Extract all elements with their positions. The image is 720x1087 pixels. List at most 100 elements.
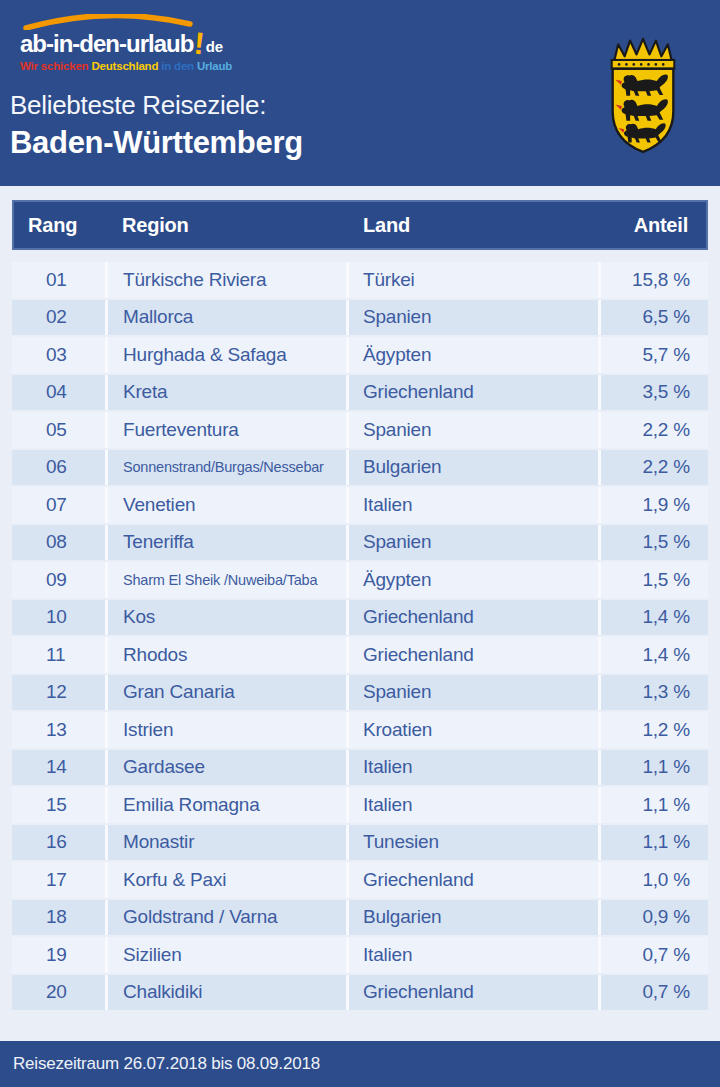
cell-rang: 02 xyxy=(12,300,105,336)
cell-region: Gardasee xyxy=(105,750,346,786)
cell-region: Sharm El Sheik /Nuweiba/Taba xyxy=(105,562,346,598)
logo-tagline: Wir schicken Deutschland in den Urlaub xyxy=(20,60,232,72)
cell-anteil: 1,9 % xyxy=(598,487,708,523)
cell-region: Korfu & Paxi xyxy=(105,862,346,898)
tagline-part-1: Wir schicken xyxy=(20,60,88,72)
table-row: 16MonastirTunesien1,1 % xyxy=(12,825,708,861)
logo-wordmark: ab-in-den-urlaub!de xyxy=(20,28,232,59)
table-row: 09Sharm El Sheik /Nuweiba/TabaÄgypten1,5… xyxy=(12,562,708,598)
title-block: Beliebteste Reiseziele: Baden-Württember… xyxy=(10,90,303,161)
table-row: 13IstrienKroatien1,2 % xyxy=(12,712,708,748)
cell-region: Hurghada & Safaga xyxy=(105,337,346,373)
cell-land: Italien xyxy=(346,787,598,823)
cell-land: Bulgarien xyxy=(346,450,598,486)
cell-anteil: 2,2 % xyxy=(598,412,708,448)
travel-period-note: Reisezeitraum 26.07.2018 bis 08.09.2018 xyxy=(0,1054,320,1074)
table-row: 06Sonnenstrand/Burgas/NessebarBulgarien2… xyxy=(12,450,708,486)
cell-anteil: 1,1 % xyxy=(598,787,708,823)
cell-land: Türkei xyxy=(346,262,598,298)
page-subtitle: Beliebteste Reiseziele: xyxy=(10,90,303,121)
cell-rang: 14 xyxy=(12,750,105,786)
cell-rang: 15 xyxy=(12,787,105,823)
cell-rang: 16 xyxy=(12,825,105,861)
cell-anteil: 1,0 % xyxy=(598,862,708,898)
footer-band: Reisezeitraum 26.07.2018 bis 08.09.2018 xyxy=(0,1041,720,1087)
table-header: Rang Region Land Anteil xyxy=(12,200,708,250)
cell-rang: 03 xyxy=(12,337,105,373)
baden-wuerttemberg-coat-of-arms-icon xyxy=(597,32,689,156)
cell-anteil: 0,7 % xyxy=(598,975,708,1011)
cell-rang: 07 xyxy=(12,487,105,523)
cell-region: Sizilien xyxy=(105,937,346,973)
cell-land: Tunesien xyxy=(346,825,598,861)
cell-region: Venetien xyxy=(105,487,346,523)
cell-rang: 06 xyxy=(12,450,105,486)
cell-land: Griechenland xyxy=(346,975,598,1011)
cell-region: Sonnenstrand/Burgas/Nessebar xyxy=(105,450,346,486)
table-row: 15Emilia RomagnaItalien1,1 % xyxy=(12,787,708,823)
cell-land: Spanien xyxy=(346,675,598,711)
tagline-part-2: Deutschland xyxy=(91,60,158,72)
cell-rang: 19 xyxy=(12,937,105,973)
cell-land: Italien xyxy=(346,487,598,523)
table-body: 01Türkische RivieraTürkei15,8 %02Mallorc… xyxy=(12,262,708,1012)
table-row: 05FuerteventuraSpanien2,2 % xyxy=(12,412,708,448)
cell-anteil: 1,5 % xyxy=(598,562,708,598)
table-row: 10KosGriechenland1,4 % xyxy=(12,600,708,636)
page-title: Baden-Württemberg xyxy=(10,125,303,161)
table-row: 14GardaseeItalien1,1 % xyxy=(12,750,708,786)
cell-land: Spanien xyxy=(346,412,598,448)
column-header-anteil: Anteil xyxy=(600,214,706,237)
cell-region: Emilia Romagna xyxy=(105,787,346,823)
cell-anteil: 2,2 % xyxy=(598,450,708,486)
cell-land: Ägypten xyxy=(346,562,598,598)
cell-anteil: 0,7 % xyxy=(598,937,708,973)
logo-exclamation: ! xyxy=(193,28,207,60)
cell-anteil: 0,9 % xyxy=(598,900,708,936)
column-header-rang: Rang xyxy=(14,214,107,237)
cell-anteil: 1,5 % xyxy=(598,525,708,561)
table-row: 04KretaGriechenland3,5 % xyxy=(12,375,708,411)
column-header-land: Land xyxy=(348,214,600,237)
cell-land: Griechenland xyxy=(346,637,598,673)
cell-anteil: 1,2 % xyxy=(598,712,708,748)
logo-tld-text: de xyxy=(206,38,224,55)
cell-rang: 04 xyxy=(12,375,105,411)
table-row: 19SizilienItalien0,7 % xyxy=(12,937,708,973)
cell-land: Griechenland xyxy=(346,375,598,411)
cell-rang: 17 xyxy=(12,862,105,898)
cell-region: Kos xyxy=(105,600,346,636)
cell-rang: 13 xyxy=(12,712,105,748)
cell-land: Italien xyxy=(346,750,598,786)
header-band: ab-in-den-urlaub!de Wir schicken Deutsch… xyxy=(0,0,720,186)
cell-rang: 20 xyxy=(12,975,105,1011)
cell-land: Spanien xyxy=(346,300,598,336)
cell-anteil: 3,5 % xyxy=(598,375,708,411)
table-row: 03Hurghada & SafagaÄgypten5,7 % xyxy=(12,337,708,373)
logo-brand-text: ab-in-den-urlaub xyxy=(20,30,193,57)
cell-land: Ägypten xyxy=(346,337,598,373)
cell-rang: 01 xyxy=(12,262,105,298)
cell-land: Italien xyxy=(346,937,598,973)
table-row: 20ChalkidikiGriechenland0,7 % xyxy=(12,975,708,1011)
cell-anteil: 1,1 % xyxy=(598,750,708,786)
cell-region: Gran Canaria xyxy=(105,675,346,711)
cell-anteil: 1,1 % xyxy=(598,825,708,861)
table-row: 18Goldstrand / VarnaBulgarien0,9 % xyxy=(12,900,708,936)
table-row: 11RhodosGriechenland1,4 % xyxy=(12,637,708,673)
cell-rang: 11 xyxy=(12,637,105,673)
tagline-part-3: in den xyxy=(161,60,194,72)
tagline-part-4: Urlaub xyxy=(197,60,232,72)
cell-region: Goldstrand / Varna xyxy=(105,900,346,936)
cell-land: Bulgarien xyxy=(346,900,598,936)
cell-rang: 08 xyxy=(12,525,105,561)
table-row: 02MallorcaSpanien6,5 % xyxy=(12,300,708,336)
cell-land: Griechenland xyxy=(346,600,598,636)
cell-anteil: 1,3 % xyxy=(598,675,708,711)
cell-region: Chalkidiki xyxy=(105,975,346,1011)
cell-rang: 05 xyxy=(12,412,105,448)
cell-rang: 10 xyxy=(12,600,105,636)
cell-region: Istrien xyxy=(105,712,346,748)
cell-rang: 09 xyxy=(12,562,105,598)
table-row: 12Gran CanariaSpanien1,3 % xyxy=(12,675,708,711)
